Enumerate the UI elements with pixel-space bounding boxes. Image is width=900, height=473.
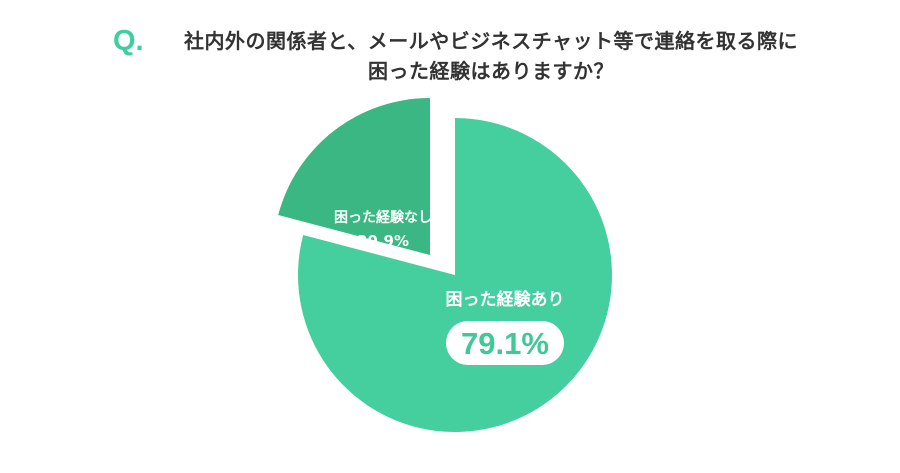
question-mark: Q. (113, 25, 144, 57)
question-line-2: 困った経験はありますか？ (368, 59, 614, 83)
pie-slices (278, 98, 612, 433)
question-text: 社内外の関係者と、メールやビジネスチャット等で連絡を取る際に 困った経験はありま… (151, 26, 831, 86)
value-badge-yes (446, 321, 564, 365)
pie-slice-no (278, 98, 430, 255)
slice-label-no: 困った経験なし (334, 209, 432, 226)
slice-value-no: 20.9% (357, 232, 409, 250)
slice-label-yes: 困った経験あり (446, 289, 565, 310)
question-header: Q. 社内外の関係者と、メールやビジネスチャット等で連絡を取る際に 困った経験は… (113, 22, 833, 102)
question-line-1: 社内外の関係者と、メールやビジネスチャット等で連絡を取る際に (184, 29, 798, 53)
slice-value-yes: 79.1% (461, 326, 549, 361)
pie-labels: 困った経験あり 79.1% 困った経験なし 20.9% (334, 209, 565, 365)
